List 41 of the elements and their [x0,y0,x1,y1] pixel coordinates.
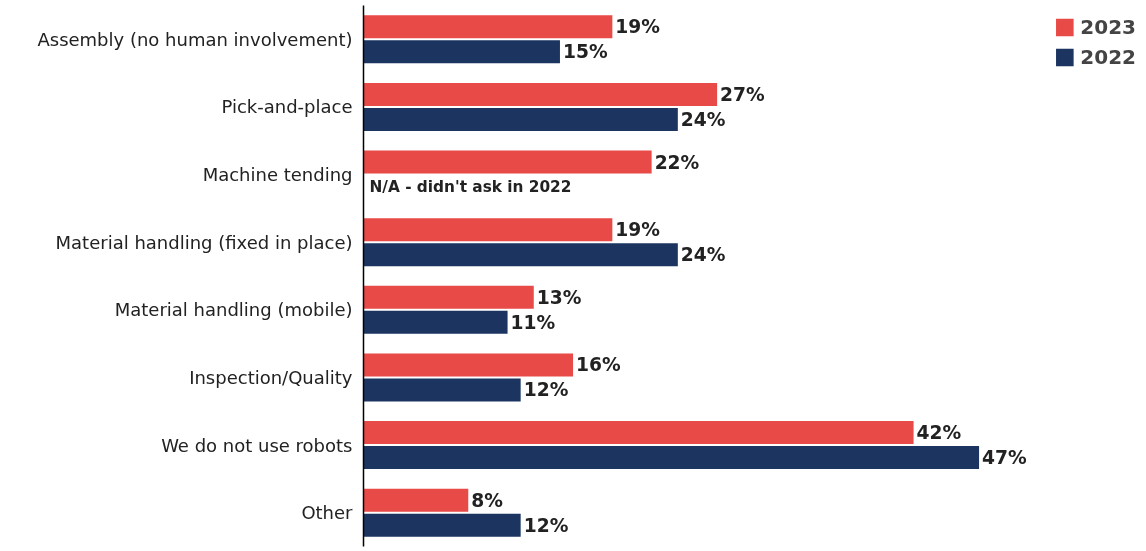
bar [363,513,521,537]
data-label: 12% [523,514,569,536]
data-label: 13% [536,286,582,308]
data-label: 24% [680,108,726,130]
bar [363,285,534,309]
bar [363,243,678,267]
y-tick-label: We do not use robots [161,434,353,456]
annotation: N/A - didn't ask in 2022 [369,178,572,197]
bar [363,107,678,131]
y-tick-label: Inspection/Quality [189,366,353,388]
data-label: 15% [562,41,608,63]
data-label: 47% [982,447,1028,469]
data-label: 8% [471,489,504,511]
bar [363,446,980,470]
data-label: 19% [615,16,661,38]
legend-label: 2023 [1080,15,1136,39]
data-label: 12% [523,379,569,401]
bar [363,40,560,64]
y-tick-label: Other [301,502,354,524]
y-tick-label: Assembly (no human involvement) [37,28,353,50]
data-label: 27% [720,83,766,105]
y-tick-label: Material handling (mobile) [114,299,353,321]
bar [363,150,652,174]
bar [363,15,613,39]
y-tick-label: Machine tending [202,164,353,186]
bar [363,353,574,377]
bar [363,218,613,242]
bar [363,82,718,106]
bar [363,378,521,402]
bar [363,310,508,334]
data-label: 11% [510,311,556,333]
data-label: 24% [680,244,726,266]
y-tick-label: Material handling (fixed in place) [55,231,353,253]
legend-label: 2022 [1080,45,1136,69]
bar [363,421,914,445]
bar [363,488,469,512]
data-label: 22% [654,151,700,173]
y-tick-label: Pick-and-place [221,96,353,118]
data-label: 42% [916,422,962,444]
data-label: 19% [615,219,661,241]
data-label: 16% [576,354,622,376]
